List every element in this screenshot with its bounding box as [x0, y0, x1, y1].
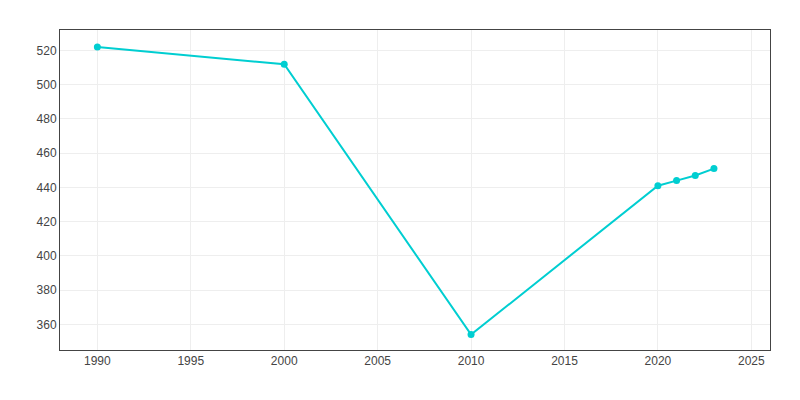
svg-text:2010: 2010 [458, 354, 485, 368]
svg-text:2025: 2025 [738, 354, 765, 368]
svg-text:380: 380 [37, 283, 57, 297]
svg-text:400: 400 [37, 249, 57, 263]
svg-text:2015: 2015 [551, 354, 578, 368]
svg-text:2005: 2005 [364, 354, 391, 368]
svg-text:500: 500 [37, 78, 57, 92]
svg-text:360: 360 [37, 318, 57, 332]
svg-text:2020: 2020 [645, 354, 672, 368]
svg-text:1995: 1995 [177, 354, 204, 368]
svg-text:2000: 2000 [271, 354, 298, 368]
svg-text:520: 520 [37, 44, 57, 58]
svg-text:480: 480 [37, 112, 57, 126]
svg-text:440: 440 [37, 181, 57, 195]
svg-text:460: 460 [37, 146, 57, 160]
svg-text:420: 420 [37, 215, 57, 229]
svg-text:1990: 1990 [84, 354, 111, 368]
